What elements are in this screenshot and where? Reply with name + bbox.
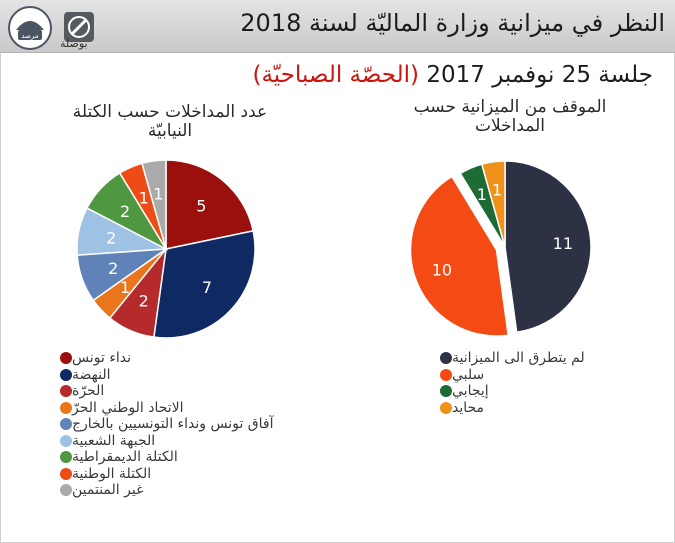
legend-swatch (60, 352, 72, 365)
legend-label: الاتحاد الوطني الحرّ (72, 399, 184, 416)
session-subtitle: جلسة 25 نوفمبر 2017 (الحصّة الصباحيّة) (252, 62, 653, 88)
page-title: النظر في ميزانية وزارة الماليّة لسنة 201… (240, 9, 665, 37)
slice-data-label: 2 (108, 259, 118, 278)
slice-data-label: 11 (553, 234, 573, 253)
legend-item: آفاق تونس ونداء التونسيين بالخارج (50, 416, 350, 433)
legend-label: الكتلة الديمقراطية (72, 449, 178, 466)
legend-label: آفاق تونس ونداء التونسيين بالخارج (72, 416, 274, 433)
legend-swatch (60, 385, 72, 398)
legend-swatch (60, 484, 72, 497)
legend-item: النهضة (50, 367, 350, 384)
legend-item: لم يتطرق الى الميزانية (430, 350, 630, 367)
legend-swatch (440, 368, 452, 381)
slice-data-label: 10 (432, 260, 452, 279)
slice-data-label: 1 (153, 185, 163, 204)
slice-data-label: 1 (120, 278, 130, 297)
legend-swatch (60, 451, 72, 464)
pie-slice (480, 160, 506, 248)
slice-data-label: 7 (202, 278, 212, 297)
slice-data-label: 1 (492, 181, 502, 200)
legend-swatch (60, 368, 72, 381)
legend-swatch (60, 401, 72, 414)
legend-label: نداء تونس (72, 350, 132, 367)
legend-label: لم يتطرق الى الميزانية (452, 350, 585, 367)
pie-slice (153, 230, 256, 339)
legend-item: الكتلة الديمقراطية (50, 449, 350, 466)
legend-item: الجبهة الشعبية (50, 433, 350, 450)
slice-data-label: 5 (196, 197, 206, 216)
legend-label: الحرّة (72, 383, 105, 400)
legend-swatch (60, 434, 72, 447)
pie-chart-positions: 11 10 1 1 (409, 160, 592, 337)
legend-interventions: نداء تونس النهضة الحرّة الاتحاد الوطني ا… (50, 350, 350, 499)
logo-right-text: بوصلة (60, 37, 88, 50)
slice-data-label: 2 (139, 291, 149, 310)
chart-title-positions: الموقف من الميزانية حسب المداخلات (413, 97, 607, 136)
legend-item: الحرّة (50, 383, 350, 400)
legend-label: الجبهة الشعبية (72, 432, 156, 449)
logo-left-text: مرصد (21, 32, 38, 40)
legend-label: النهضة (72, 366, 111, 383)
header-bar: مرصد بوصلة النظر في ميزانية وزارة المالي… (0, 0, 675, 53)
legend-item: محايد (430, 400, 630, 417)
legend-label: محايد (452, 399, 485, 416)
legend-swatch (60, 418, 72, 431)
session-period: (الحصّة الصباحيّة) (252, 62, 420, 88)
legend-item: نداء تونس (50, 350, 350, 367)
pie-slice (504, 160, 592, 334)
legend-item: إيجابي (430, 383, 630, 400)
compass-logo-icon (64, 12, 94, 42)
legend-item: سلبي (430, 367, 630, 384)
legend-positions: لم يتطرق الى الميزانية سلبي إيجابي محايد (430, 350, 630, 416)
legend-swatch (440, 401, 452, 414)
legend-label: غير المنتمين (72, 482, 144, 499)
legend-item: الاتحاد الوطني الحرّ (50, 400, 350, 417)
legend-swatch (440, 385, 452, 398)
pie-slice (141, 159, 167, 250)
legend-label: سلبي (452, 366, 485, 383)
pie-slice (409, 175, 510, 337)
chart-title-interventions: عدد المداخلات حسب الكتلة النيابيّة (72, 102, 268, 141)
legend-label: الكتلة الوطنية (72, 465, 152, 482)
slice-data-label: 1 (139, 189, 149, 208)
legend-item: غير المنتمين (50, 482, 350, 499)
slice-data-label: 2 (120, 202, 130, 221)
pie-slice (165, 159, 255, 250)
legend-item: الكتلة الوطنية (50, 466, 350, 483)
observatory-logo-icon: مرصد (8, 6, 52, 50)
slice-data-label: 1 (477, 185, 487, 204)
slice-data-label: 2 (106, 229, 116, 248)
legend-swatch (440, 352, 452, 365)
legend-swatch (60, 467, 72, 480)
legend-label: إيجابي (452, 383, 489, 400)
session-date: جلسة 25 نوفمبر 2017 (426, 62, 653, 88)
